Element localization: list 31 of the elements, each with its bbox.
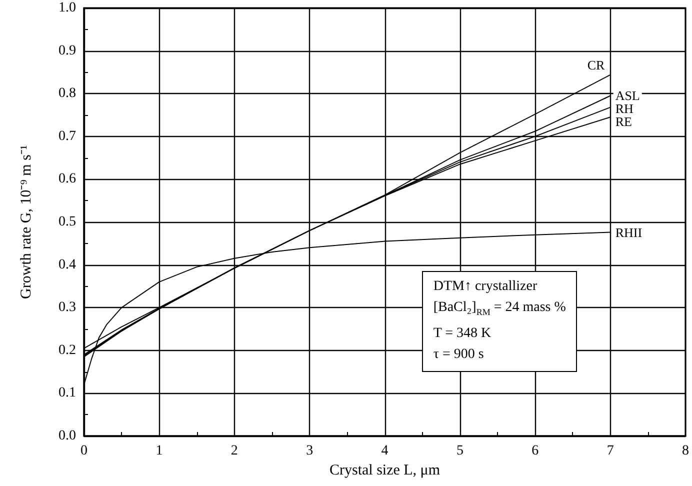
y-tick-label: 1.0 — [58, 0, 76, 16]
y-tick-label: 0.8 — [58, 86, 76, 102]
annotation: DTM↑ crystallizer — [433, 278, 538, 296]
x-tick-label: 4 — [381, 444, 388, 458]
series-label: RH — [615, 101, 634, 116]
series-label: RHII — [615, 224, 642, 240]
x-tick-label: 8 — [682, 444, 689, 458]
y-tick-label: 0.0 — [58, 428, 76, 444]
x-tick-label: 7 — [606, 444, 614, 458]
annotation: T = 348 K — [433, 325, 492, 344]
x-tick-label: 1 — [156, 444, 163, 458]
y-tick-label: 0.3 — [58, 300, 76, 316]
y-tick-label: 0.6 — [58, 172, 76, 187]
y-tick-label: 0.1 — [58, 386, 76, 401]
x-tick-label: 6 — [532, 444, 539, 458]
x-tick-label: 3 — [306, 444, 314, 458]
series-label: RE — [615, 114, 632, 130]
y-tick-label: 0.9 — [58, 43, 76, 58]
annotation: [BaCl₂]$_{RM}$ = 24 mass % — [433, 299, 566, 320]
series-label: ASL — [615, 88, 640, 104]
x-tick-label: 2 — [230, 444, 238, 458]
x-tick-label: 0 — [80, 444, 88, 458]
x-tick-label: 5 — [456, 444, 464, 458]
y-tick-label: 0.5 — [58, 214, 76, 230]
annotation: τ = 900 s — [433, 346, 485, 364]
y-tick-label: 0.4 — [58, 257, 76, 272]
y-axis-title: Growth rate G, 10⁻⁹ m s⁻¹ — [18, 145, 34, 299]
y-tick-label: 0.7 — [58, 128, 76, 144]
x-axis-title: Crystal size L, μm — [329, 462, 440, 478]
y-tick-label: 0.2 — [58, 342, 76, 358]
series-label: CR — [587, 57, 605, 72]
